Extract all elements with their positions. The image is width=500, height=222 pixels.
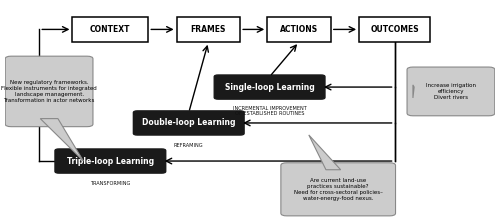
Text: INCREMENTAL IMPROVEMENT
OF ESTABLISHED ROUTINES: INCREMENTAL IMPROVEMENT OF ESTABLISHED R… [232, 106, 306, 116]
Text: FRAMES: FRAMES [190, 25, 226, 34]
Polygon shape [40, 119, 84, 161]
Text: Are current land-use
practices sustainable?
Need for cross-sectoral policies–
wa: Are current land-use practices sustainab… [294, 178, 382, 201]
Text: Increase irrigation
efficiency
Divert rivers: Increase irrigation efficiency Divert ri… [426, 83, 476, 100]
Text: CONTEXT: CONTEXT [90, 25, 130, 34]
Polygon shape [309, 135, 340, 170]
Bar [359, 17, 430, 42]
Text: New regulatory frameworks.
Flexible instruments for integrated
landscape managem: New regulatory frameworks. Flexible inst… [1, 80, 97, 103]
Bar [72, 17, 148, 42]
FancyBboxPatch shape [5, 56, 93, 127]
Text: ACTIONS: ACTIONS [280, 25, 318, 34]
FancyBboxPatch shape [281, 163, 396, 216]
Text: TRANSFORMING: TRANSFORMING [90, 181, 130, 186]
Polygon shape [413, 85, 414, 98]
FancyBboxPatch shape [55, 149, 166, 173]
Text: Triple-loop Learning: Triple-loop Learning [67, 157, 154, 166]
Text: Double-loop Learning: Double-loop Learning [142, 119, 236, 127]
FancyBboxPatch shape [134, 111, 244, 135]
Text: REFRAMING: REFRAMING [174, 143, 204, 148]
Bar [176, 17, 240, 42]
FancyBboxPatch shape [407, 67, 495, 116]
Text: OUTCOMES: OUTCOMES [370, 25, 419, 34]
Bar [267, 17, 331, 42]
FancyBboxPatch shape [214, 75, 325, 99]
Text: Single-loop Learning: Single-loop Learning [224, 83, 314, 91]
